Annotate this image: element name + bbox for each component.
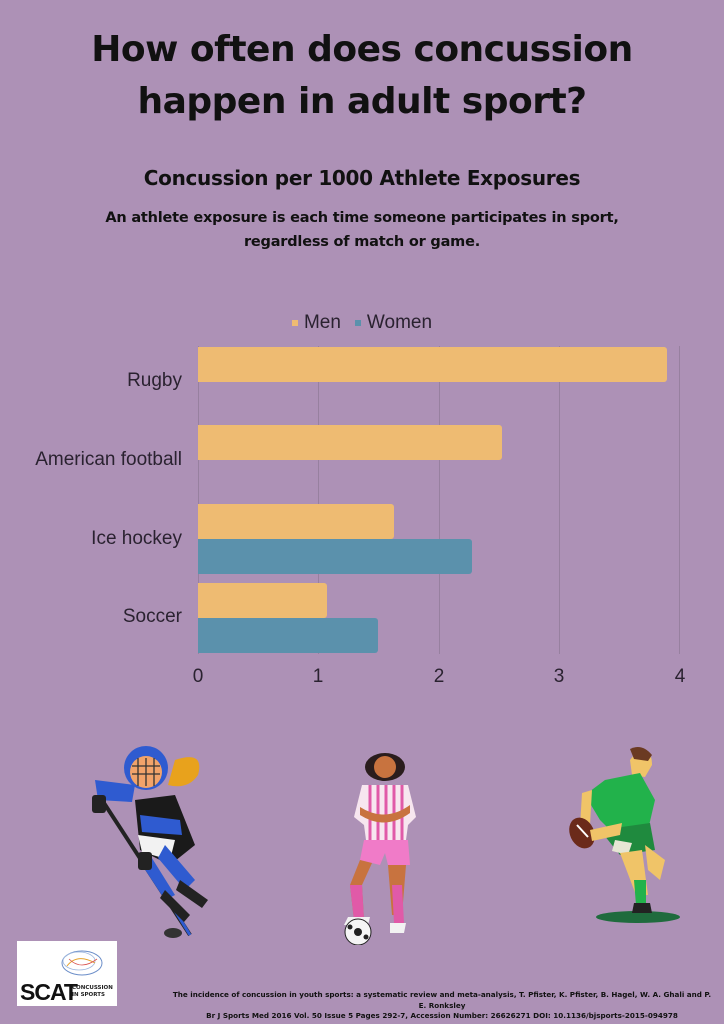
- logo-subtitle: CONCUSSION IN SPORTS: [72, 985, 113, 999]
- bar-ice-hockey-women: [198, 539, 472, 574]
- category-label: Rugby: [127, 370, 182, 391]
- x-tick: 1: [312, 666, 324, 687]
- category-label: Soccer: [122, 606, 182, 627]
- bar-ice-hockey-men: [198, 504, 395, 539]
- legend-item-men: Men: [291, 312, 341, 334]
- scat-logo: SCAT CONCUSSION IN SPORTS: [17, 941, 117, 1006]
- logo-wordmark: SCAT: [20, 979, 78, 1005]
- x-tick: 3: [553, 666, 565, 687]
- rugby-player-icon: [569, 747, 680, 923]
- logo-line-2: IN SPORTS: [72, 992, 105, 998]
- x-tick: 0: [192, 666, 204, 687]
- title-line-1: How often does concussion: [91, 29, 633, 70]
- category-label: Ice hockey: [91, 528, 182, 549]
- gridline: [679, 346, 680, 654]
- category-label: American football: [35, 449, 182, 470]
- bar-rugby-men: [198, 347, 667, 382]
- soccer-player-icon: [344, 753, 416, 945]
- x-tick: 2: [433, 666, 445, 687]
- gridline: [318, 346, 319, 654]
- bar-american-football-men: [198, 425, 502, 460]
- bar-soccer-women: [198, 618, 378, 653]
- logo-line-1: CONCUSSION: [72, 985, 113, 991]
- x-tick: 4: [674, 666, 686, 687]
- legend-label-men: Men: [303, 312, 341, 333]
- women-swatch-icon: [354, 320, 361, 326]
- citation-line-2: Br J Sports Med 2016 Vol. 50 Issue 5 Pag…: [206, 1011, 678, 1020]
- citation-line-1: The incidence of concussion in youth spo…: [172, 990, 712, 1010]
- legend-label-women: Women: [366, 312, 433, 333]
- bar-chart-plot: [198, 346, 680, 654]
- gridline: [559, 346, 560, 654]
- legend-item-women: Women: [354, 312, 433, 334]
- gridline: [439, 346, 440, 654]
- chart-legend: Men Women: [0, 312, 724, 334]
- gridline: [198, 346, 199, 654]
- men-swatch-icon: [291, 320, 298, 326]
- title-line-2: happen in adult sport?: [137, 81, 587, 122]
- chart-title: Concussion per 1000 Athlete Exposures: [143, 166, 581, 190]
- bar-soccer-men: [198, 583, 327, 618]
- page-title: How often does concussion happen in adul…: [0, 24, 724, 128]
- chart-description: An athlete exposure is each time someone…: [105, 210, 619, 250]
- ice-hockey-player-icon: [92, 746, 208, 938]
- brain-icon: [61, 950, 103, 976]
- citation: The incidence of concussion in youth spo…: [172, 990, 712, 1022]
